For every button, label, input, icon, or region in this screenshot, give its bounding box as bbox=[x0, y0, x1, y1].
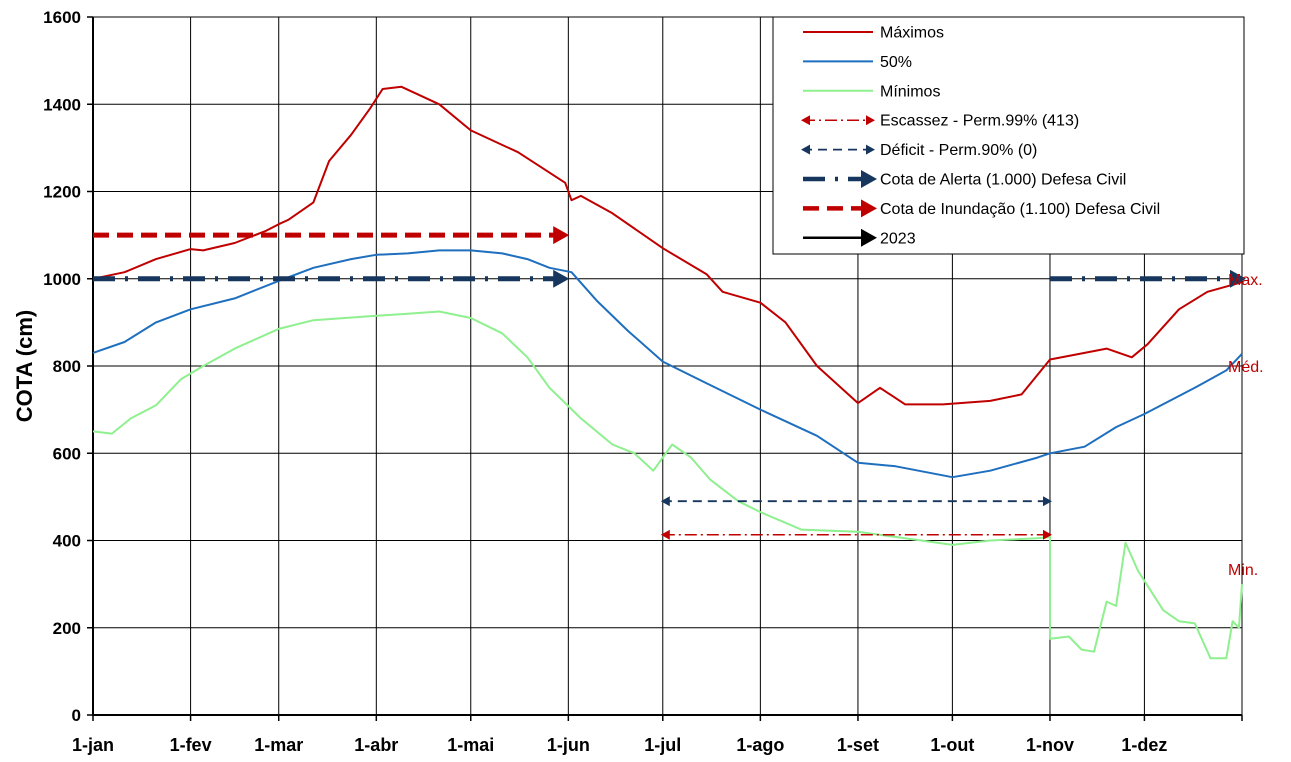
x-tick-label-8: 1-set bbox=[837, 735, 879, 755]
side-label-0: Max. bbox=[1228, 272, 1263, 289]
x-tick-label-3: 1-abr bbox=[354, 735, 398, 755]
side-label-1: Méd. bbox=[1228, 359, 1264, 376]
legend-box bbox=[772, 16, 1245, 255]
legend-label-1: 50% bbox=[880, 54, 912, 71]
y-tick-label-1: 200 bbox=[53, 619, 81, 638]
legend-label-7: 2023 bbox=[880, 230, 916, 247]
x-tick-label-6: 1-jul bbox=[644, 735, 681, 755]
series-0-line bbox=[92, 85, 1243, 406]
x-tick-label-11: 1-dez bbox=[1121, 735, 1167, 755]
side-label-2: Min. bbox=[1228, 562, 1258, 579]
y-tick-label-7: 1400 bbox=[43, 95, 81, 114]
x-tick-label-5: 1-jun bbox=[547, 735, 590, 755]
x-tick-label-2: 1-mar bbox=[254, 735, 303, 755]
y-tick-label-3: 600 bbox=[53, 444, 81, 463]
y-tick-label-0: 0 bbox=[72, 706, 81, 725]
x-tick-label-9: 1-out bbox=[930, 735, 974, 755]
y-tick-label-5: 1000 bbox=[43, 270, 81, 289]
legend-label-6: Cota de Inundação (1.100) Defesa Civil bbox=[880, 201, 1160, 218]
legend-label-0: Máximos bbox=[880, 25, 944, 42]
side-labels: Max. Méd. Min. bbox=[1228, 272, 1264, 579]
legend: Máximos 50% Mínimos Escassez - Perm.99% (41… bbox=[772, 16, 1245, 255]
y-axis-label: COTA (cm) bbox=[12, 310, 37, 422]
x-tick-label-10: 1-nov bbox=[1026, 735, 1074, 755]
x-tick-label-1: 1-fev bbox=[170, 735, 212, 755]
series-1-line bbox=[92, 249, 1243, 479]
x-tick-label-4: 1-mai bbox=[447, 735, 494, 755]
legend-label-2: Mínimos bbox=[880, 83, 940, 100]
x-tick-label-7: 1-ago bbox=[736, 735, 784, 755]
axes: 0 200 400 600 800 1000 1200 1400 1600 1-jan 1-fev 1… bbox=[12, 8, 1243, 755]
legend-label-3: Escassez - Perm.99% (413) bbox=[880, 113, 1079, 130]
y-tick-label-6: 1200 bbox=[43, 183, 81, 202]
legend-label-5: Cota de Alerta (1.000) Defesa Civil bbox=[880, 172, 1126, 189]
y-tick-label-8: 1600 bbox=[43, 8, 81, 27]
x-tick-label-0: 1-jan bbox=[72, 735, 114, 755]
y-tick-label-2: 400 bbox=[53, 532, 81, 551]
y-tick-label-4: 800 bbox=[53, 357, 81, 376]
series-layer bbox=[92, 85, 1246, 660]
legend-label-4: Déficit - Perm.90% (0) bbox=[880, 142, 1037, 159]
